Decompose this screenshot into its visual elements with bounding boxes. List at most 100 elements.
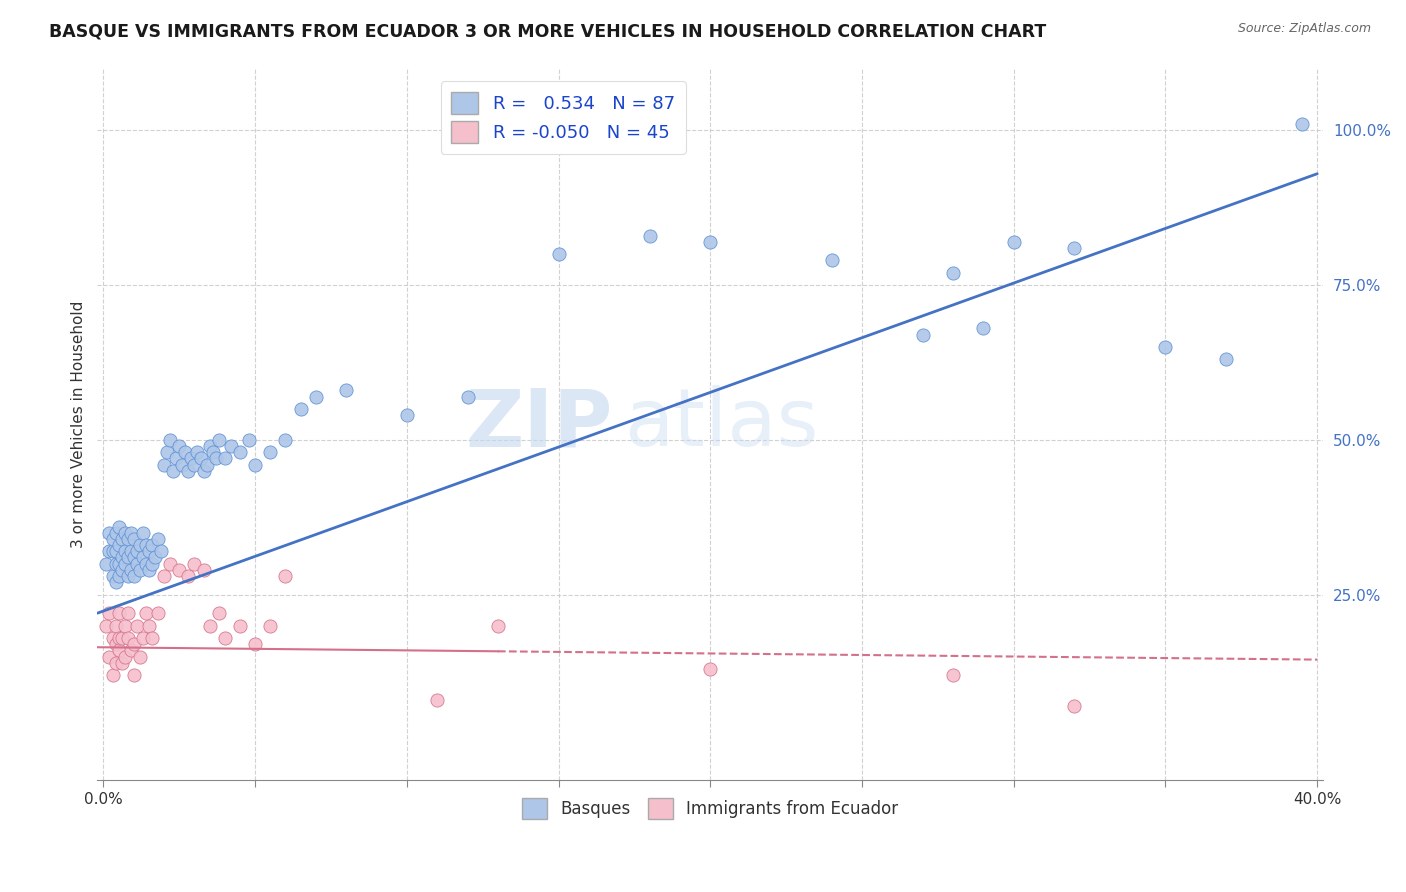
Point xyxy=(138,563,160,577)
Point xyxy=(153,569,176,583)
Point xyxy=(942,266,965,280)
Point xyxy=(457,390,479,404)
Point xyxy=(125,557,148,571)
Point xyxy=(107,643,129,657)
Point xyxy=(117,631,139,645)
Point xyxy=(114,618,136,632)
Point xyxy=(101,569,124,583)
Point xyxy=(1063,699,1085,714)
Point xyxy=(122,550,145,565)
Point xyxy=(117,569,139,583)
Point xyxy=(101,532,124,546)
Point xyxy=(107,538,129,552)
Point xyxy=(821,253,844,268)
Point xyxy=(114,649,136,664)
Point xyxy=(547,247,569,261)
Point xyxy=(699,662,721,676)
Point xyxy=(1154,340,1177,354)
Point xyxy=(186,445,208,459)
Point xyxy=(114,557,136,571)
Point xyxy=(122,532,145,546)
Point xyxy=(177,464,200,478)
Point xyxy=(214,451,236,466)
Point xyxy=(132,631,155,645)
Point xyxy=(98,544,121,558)
Text: atlas: atlas xyxy=(624,385,818,464)
Point xyxy=(120,544,142,558)
Point xyxy=(132,525,155,540)
Point xyxy=(638,228,661,243)
Point xyxy=(104,656,127,670)
Point xyxy=(165,451,187,466)
Point xyxy=(101,544,124,558)
Point xyxy=(107,557,129,571)
Point xyxy=(107,569,129,583)
Point xyxy=(208,606,231,620)
Point xyxy=(120,525,142,540)
Point xyxy=(96,557,118,571)
Point xyxy=(395,408,418,422)
Point xyxy=(107,606,129,620)
Point xyxy=(305,390,328,404)
Point xyxy=(122,668,145,682)
Point xyxy=(229,618,252,632)
Point xyxy=(426,693,449,707)
Point xyxy=(135,557,157,571)
Point xyxy=(150,544,173,558)
Point xyxy=(1063,241,1085,255)
Point xyxy=(219,439,242,453)
Point xyxy=(101,631,124,645)
Point xyxy=(259,445,281,459)
Text: ZIP: ZIP xyxy=(465,385,612,464)
Point xyxy=(104,637,127,651)
Point xyxy=(198,439,221,453)
Point xyxy=(208,433,231,447)
Point xyxy=(183,458,205,472)
Point xyxy=(101,668,124,682)
Point xyxy=(138,618,160,632)
Point xyxy=(111,656,134,670)
Point xyxy=(146,606,169,620)
Point xyxy=(201,445,224,459)
Point xyxy=(98,606,121,620)
Point xyxy=(180,451,202,466)
Point xyxy=(193,563,215,577)
Point xyxy=(117,532,139,546)
Point xyxy=(153,458,176,472)
Point xyxy=(238,433,260,447)
Point xyxy=(243,637,266,651)
Point xyxy=(183,557,205,571)
Point xyxy=(290,401,312,416)
Point xyxy=(942,668,965,682)
Text: Source: ZipAtlas.com: Source: ZipAtlas.com xyxy=(1237,22,1371,36)
Point xyxy=(141,557,163,571)
Legend: Basques, Immigrants from Ecuador: Basques, Immigrants from Ecuador xyxy=(516,792,905,825)
Point xyxy=(174,445,197,459)
Point xyxy=(972,321,994,335)
Point xyxy=(96,618,118,632)
Point xyxy=(243,458,266,472)
Point xyxy=(274,569,297,583)
Point xyxy=(122,569,145,583)
Point xyxy=(98,525,121,540)
Point xyxy=(104,575,127,590)
Y-axis label: 3 or more Vehicles in Household: 3 or more Vehicles in Household xyxy=(72,301,86,548)
Point xyxy=(114,525,136,540)
Point xyxy=(111,563,134,577)
Point xyxy=(159,557,181,571)
Point xyxy=(169,439,191,453)
Point xyxy=(146,532,169,546)
Point xyxy=(122,637,145,651)
Point xyxy=(214,631,236,645)
Point xyxy=(135,606,157,620)
Point xyxy=(172,458,194,472)
Point xyxy=(125,618,148,632)
Point xyxy=(195,458,218,472)
Point xyxy=(1002,235,1025,249)
Point xyxy=(143,550,166,565)
Point xyxy=(274,433,297,447)
Point xyxy=(114,544,136,558)
Point xyxy=(132,550,155,565)
Point xyxy=(111,532,134,546)
Point xyxy=(1215,352,1237,367)
